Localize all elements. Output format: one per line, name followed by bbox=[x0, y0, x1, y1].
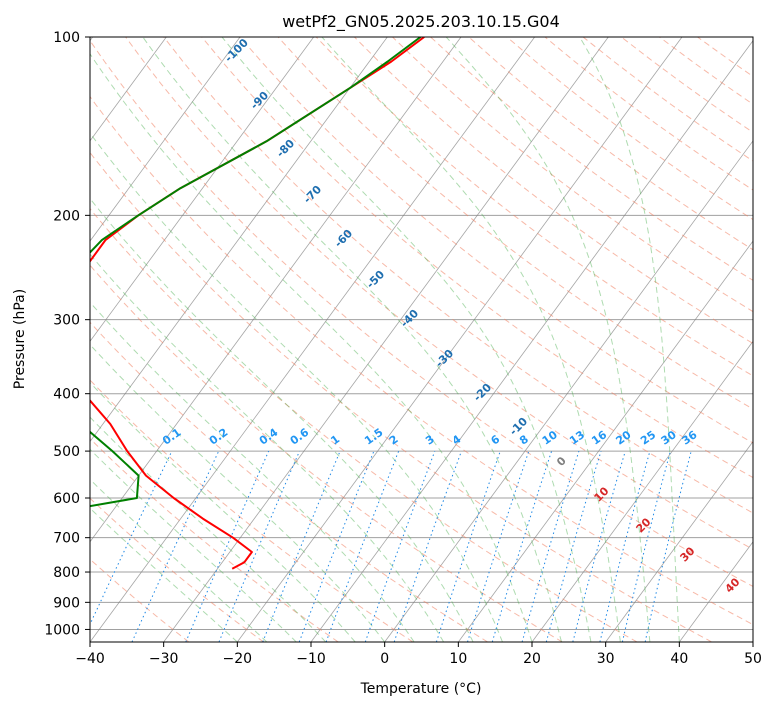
moist-adiabat-line bbox=[90, 478, 268, 642]
isotherm-line bbox=[458, 240, 753, 642]
y-tick-label: 500 bbox=[53, 444, 80, 460]
mixing-ratio-line bbox=[90, 450, 173, 626]
moist-adiabat-line bbox=[90, 343, 386, 642]
y-axis-label: Pressure (hPa) bbox=[12, 289, 28, 389]
x-tick-label: 0 bbox=[380, 651, 389, 667]
dry-adiabat-line bbox=[90, 39, 753, 588]
dry-adiabat-line bbox=[90, 207, 638, 642]
x-tick-label: −30 bbox=[149, 651, 179, 667]
moist-adiabat-line bbox=[90, 448, 297, 642]
dry-adiabat-line bbox=[239, 37, 753, 444]
isotherm-line bbox=[237, 37, 683, 642]
isotherm-line bbox=[90, 37, 314, 342]
dewpoint-profile-line bbox=[90, 37, 422, 508]
chart-title: wetPf2_GN05.2025.203.10.15.G04 bbox=[282, 12, 560, 32]
dry-adiabat-line bbox=[90, 379, 414, 642]
dry-adiabat-line bbox=[277, 37, 753, 410]
x-tick-label: −20 bbox=[223, 651, 253, 667]
y-tick-label: 100 bbox=[53, 30, 80, 46]
dry-adiabat-line bbox=[125, 37, 753, 550]
y-axis: 100 200 300 400 500 600 700 800 900 1000 bbox=[44, 30, 90, 638]
moist-adiabat-line bbox=[321, 37, 621, 642]
moist-adiabat-line bbox=[90, 253, 445, 642]
dry-adiabat-line bbox=[90, 95, 753, 626]
dry-adiabat-line bbox=[354, 37, 753, 345]
mixing-ratio-line bbox=[545, 450, 602, 642]
y-tick-label: 900 bbox=[53, 595, 80, 611]
dry-adiabat-line bbox=[163, 37, 753, 514]
y-tick-label: 400 bbox=[53, 387, 80, 403]
y-tick-label: 600 bbox=[53, 491, 80, 507]
mixing-ratio-line bbox=[325, 450, 400, 642]
dry-adiabat-line bbox=[315, 37, 753, 377]
isotherm-line bbox=[531, 340, 753, 642]
x-tick-label: −10 bbox=[296, 651, 326, 667]
isotherm-line bbox=[90, 37, 388, 443]
y-tick-label: 700 bbox=[53, 531, 80, 547]
x-tick-label: −40 bbox=[75, 651, 105, 667]
plot-background bbox=[90, 37, 753, 642]
moist-adiabat-line bbox=[90, 507, 238, 642]
isotherm-line bbox=[384, 140, 753, 642]
y-tick-label: 200 bbox=[53, 208, 80, 224]
x-tick-label: 50 bbox=[744, 651, 762, 667]
moist-adiabat-line bbox=[221, 37, 592, 642]
moist-adiabat-line bbox=[445, 37, 651, 642]
isotherm-line bbox=[752, 641, 753, 642]
mixing-ratio-line bbox=[131, 450, 220, 642]
y-tick-label: 300 bbox=[53, 313, 80, 329]
isotherm-line bbox=[90, 37, 167, 142]
x-tick-label: 10 bbox=[449, 651, 467, 667]
x-tick-label: 20 bbox=[523, 651, 541, 667]
mixing-ratio-line bbox=[521, 450, 580, 642]
isotherm-line bbox=[605, 440, 753, 642]
isotherm-line bbox=[90, 37, 535, 642]
moist-adiabat-line bbox=[90, 132, 503, 642]
mixing-ratio-line bbox=[491, 450, 553, 642]
dry-adiabat-line bbox=[90, 151, 712, 642]
plot-frame bbox=[89, 36, 754, 643]
isotherm-line bbox=[90, 37, 241, 242]
moist-adiabat-line bbox=[90, 301, 415, 642]
dry-adiabat-line bbox=[90, 264, 563, 642]
x-axis-label: Temperature (°C) bbox=[360, 681, 482, 697]
profile-lines bbox=[90, 37, 425, 570]
x-tick-label: 40 bbox=[670, 651, 688, 667]
moist-adiabat-line bbox=[90, 53, 533, 642]
moist-adiabat-line bbox=[90, 381, 356, 642]
y-tick-label: 800 bbox=[53, 565, 80, 581]
moist-adiabat-line bbox=[142, 37, 562, 642]
x-axis: −40 −30 −20 −10 0 10 20 30 40 50 bbox=[75, 642, 762, 667]
mixing-ratio-line bbox=[467, 450, 530, 642]
moist-adiabat-line bbox=[579, 37, 680, 642]
mixing-ratio-line bbox=[435, 450, 501, 642]
mixing-ratio-line bbox=[298, 450, 375, 642]
y-tick-label: 1000 bbox=[44, 622, 80, 638]
x-tick-label: 30 bbox=[597, 651, 615, 667]
